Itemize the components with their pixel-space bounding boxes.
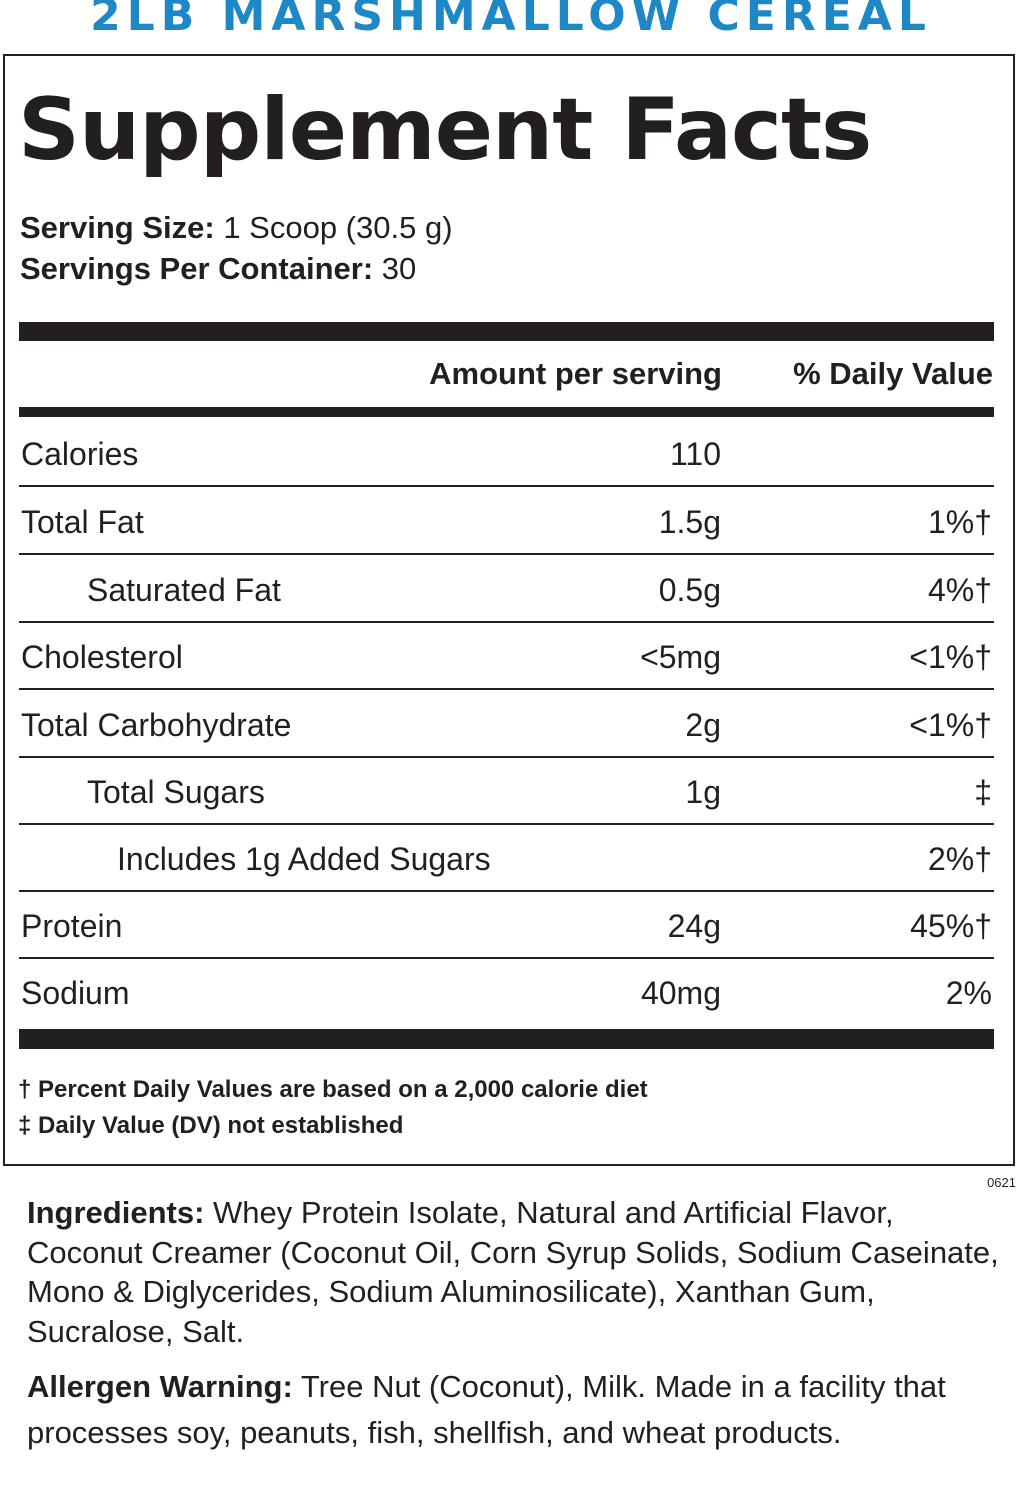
nutrient-daily-value: 2% bbox=[945, 975, 992, 1011]
nutrient-name: Includes 1g Added Sugars bbox=[117, 841, 491, 877]
nutrient-name: Total Fat bbox=[21, 504, 144, 540]
table-row: Includes 1g Added Sugars 2%† bbox=[19, 825, 994, 892]
nutrient-amount: 24g bbox=[667, 908, 721, 944]
label-code: 0621 bbox=[987, 1175, 1016, 1190]
nutrient-daily-value: 45%† bbox=[910, 908, 992, 944]
thick-divider-top bbox=[19, 322, 994, 341]
serving-size: Serving Size: 1 Scoop (30.5 g) bbox=[20, 208, 453, 248]
daily-value-header: % Daily Value bbox=[793, 356, 993, 391]
table-row: Total Sugars 1g ‡ bbox=[19, 758, 994, 825]
allergen-label: Allergen Warning: bbox=[27, 1369, 293, 1404]
row-divider bbox=[19, 957, 994, 959]
table-row: Protein 24g 45%† bbox=[19, 892, 994, 959]
nutrient-name: Saturated Fat bbox=[87, 572, 281, 608]
supplement-facts-panel bbox=[3, 54, 1015, 1166]
serving-size-label: Serving Size: bbox=[20, 210, 215, 245]
ingredients-label: Ingredients: bbox=[27, 1195, 205, 1230]
footnote-daily-values: † Percent Daily Values are based on a 2,… bbox=[18, 1076, 648, 1103]
nutrient-amount: 110 bbox=[669, 436, 721, 472]
nutrient-name: Total Carbohydrate bbox=[21, 707, 292, 743]
table-row: Saturated Fat 0.5g 4%† bbox=[19, 556, 994, 623]
serving-size-value: 1 Scoop (30.5 g) bbox=[223, 210, 453, 245]
row-divider bbox=[19, 485, 994, 487]
nutrient-amount: 1.5g bbox=[658, 504, 721, 540]
row-divider bbox=[19, 553, 994, 555]
nutrient-daily-value: ‡ bbox=[974, 774, 992, 810]
nutrient-daily-value: 2%† bbox=[927, 841, 992, 877]
allergen-text: Tree Nut (Coconut), Milk. Made in a faci… bbox=[27, 1369, 946, 1450]
nutrient-name: Calories bbox=[21, 436, 139, 472]
servings-per-container: Servings Per Container: 30 bbox=[20, 249, 416, 289]
facts-title: Supplement Facts bbox=[18, 80, 872, 180]
nutrient-daily-value: <1%† bbox=[909, 639, 992, 675]
nutrient-amount: <5mg bbox=[640, 639, 721, 675]
nutrient-name: Cholesterol bbox=[21, 639, 183, 675]
thick-divider-bottom bbox=[19, 1029, 994, 1049]
nutrient-amount: 1g bbox=[685, 774, 721, 810]
nutrient-amount: 40mg bbox=[640, 975, 721, 1011]
nutrient-name: Sodium bbox=[21, 975, 130, 1011]
nutrient-daily-value: <1%† bbox=[909, 707, 992, 743]
servings-per-container-value: 30 bbox=[381, 251, 417, 286]
allergen-warning: Allergen Warning: Tree Nut (Coconut), Mi… bbox=[27, 1364, 1002, 1456]
nutrient-daily-value: 1%† bbox=[927, 504, 992, 540]
row-divider bbox=[19, 756, 994, 758]
table-row: Total Fat 1.5g 1%† bbox=[19, 488, 994, 555]
flavor-title: 2LB MARSHMALLOW CEREAL bbox=[90, 0, 932, 41]
nutrient-name: Total Sugars bbox=[87, 774, 265, 810]
nutrient-amount: 2g bbox=[685, 707, 721, 743]
table-row: Calories 110 bbox=[19, 420, 994, 487]
row-divider bbox=[19, 621, 994, 623]
nutrient-amount: 0.5g bbox=[658, 572, 721, 608]
table-row: Total Carbohydrate 2g <1%† bbox=[19, 691, 994, 758]
amount-per-serving-header: Amount per serving bbox=[429, 356, 722, 391]
table-row: Cholesterol <5mg <1%† bbox=[19, 623, 994, 690]
header-divider bbox=[19, 407, 994, 417]
ingredients-statement: Ingredients: Whey Protein Isolate, Natur… bbox=[27, 1193, 1002, 1351]
row-divider bbox=[19, 823, 994, 825]
nutrient-daily-value: 4%† bbox=[927, 572, 992, 608]
nutrient-name: Protein bbox=[21, 908, 123, 944]
footnote-dv-not-established: ‡ Daily Value (DV) not established bbox=[18, 1112, 404, 1139]
table-row: Sodium 40mg 2% bbox=[19, 959, 994, 1026]
row-divider bbox=[19, 890, 994, 892]
servings-per-container-label: Servings Per Container: bbox=[20, 251, 374, 286]
ingredients-text: Whey Protein Isolate, Natural and Artifi… bbox=[27, 1195, 999, 1349]
row-divider bbox=[19, 688, 994, 690]
